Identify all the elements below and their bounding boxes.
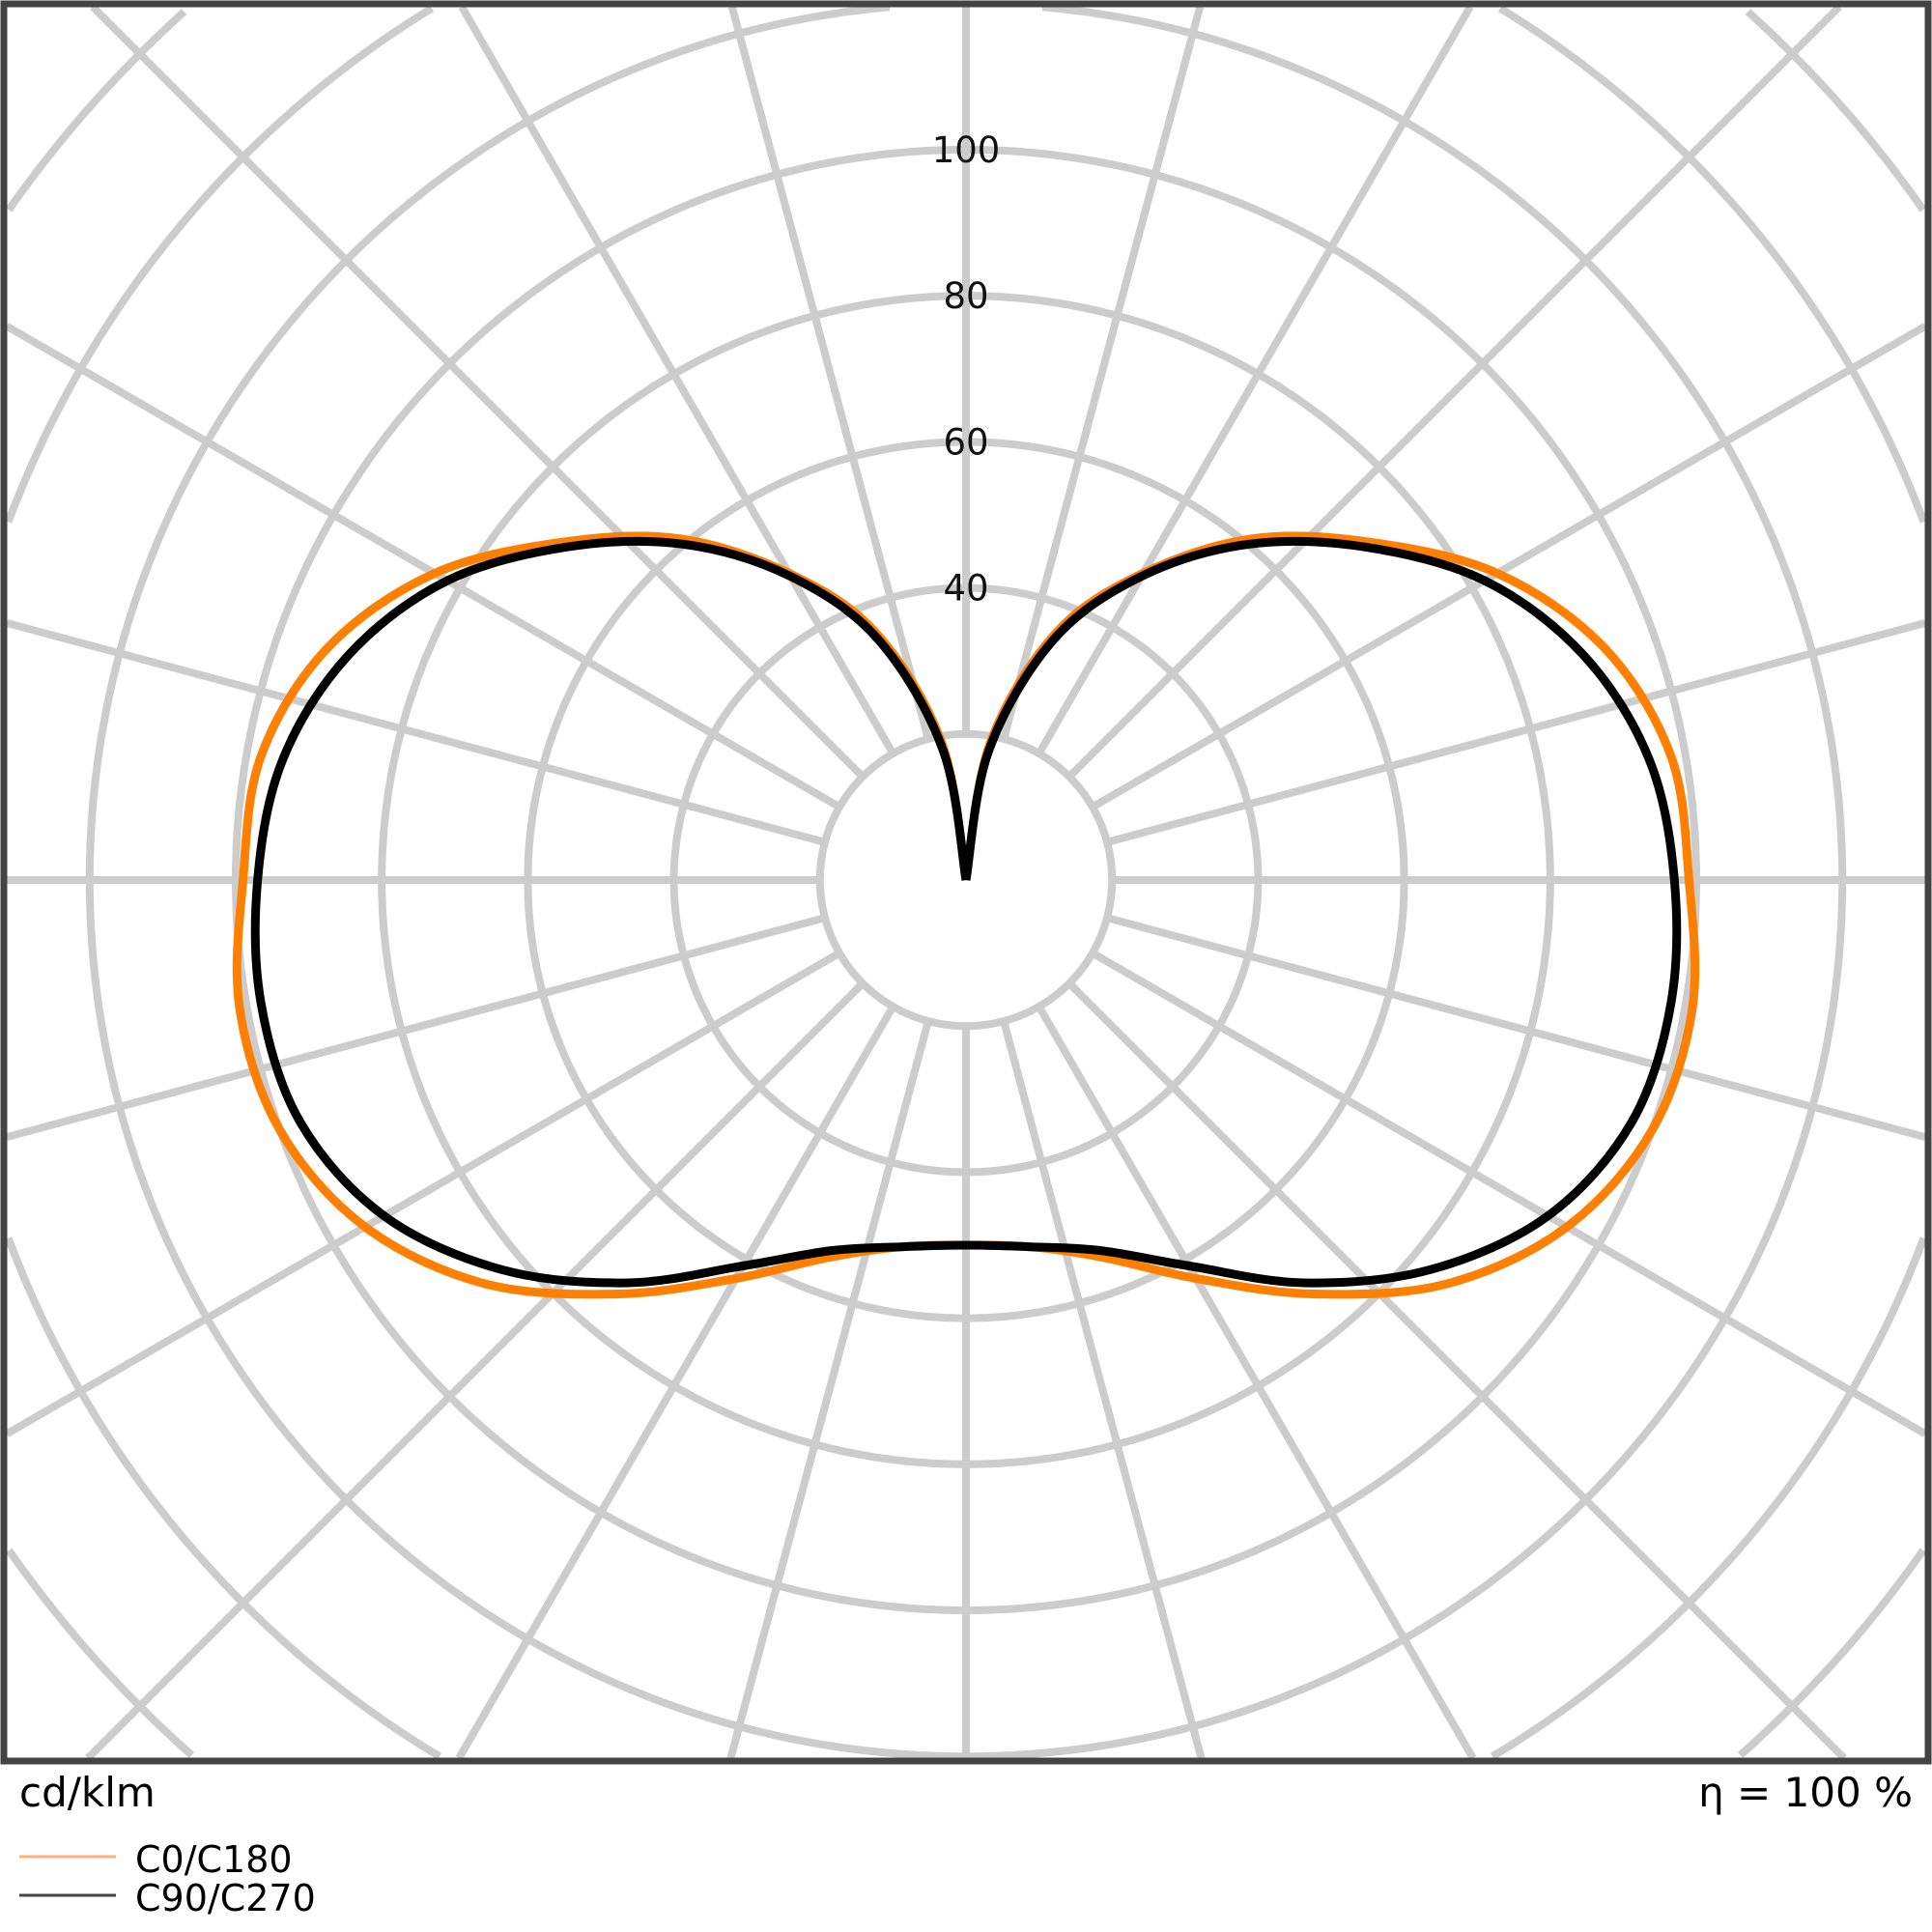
grid-spoke [1090,950,1928,1437]
grid-spoke [1090,323,1927,810]
grid-spoke [4,323,842,810]
grid-spoke [1000,5,1205,740]
grid-spoke [1036,1004,1477,1761]
grid-spoke [85,980,866,1761]
grid-spoke [1066,4,1842,780]
series-curve-c90-c270 [250,536,1682,1288]
legend-label-c90: C90/C270 [135,1877,316,1919]
radial-tick-label: 100 [932,129,1001,171]
legend: C0/C180 C90/C270 [19,1838,316,1919]
grid-spoke [458,4,896,756]
grid-ring [5,9,1927,1758]
grid-spoke [1106,914,1927,1141]
grid-spoke [4,950,842,1437]
grid-spoke [726,1020,932,1760]
radial-tick-labels: 40 60 80 100 [932,129,1001,610]
efficiency-label: η = 100 % [1698,1769,1913,1816]
polar-grid [4,3,1928,1761]
grid-spoke [1106,619,1927,846]
grid-ring [85,3,1847,1761]
grid-spoke [5,914,826,1141]
grid-spoke [455,1004,896,1761]
curves [232,531,1700,1299]
grid-spoke [727,5,932,740]
grid-spoke [90,4,866,780]
radial-tick-label: 60 [943,421,988,463]
grid-ring [4,5,1928,1760]
radial-tick-label: 40 [943,568,988,610]
grid-spoke [1000,1020,1206,1760]
grid-spoke [1036,4,1474,756]
grid-spoke [1066,980,1847,1761]
grid-spoke [5,619,826,846]
legend-label-c0: C0/C180 [135,1838,293,1881]
plot-frame [0,0,1932,1765]
radial-tick-label: 80 [943,275,988,317]
unit-label: cd/klm [19,1769,156,1816]
